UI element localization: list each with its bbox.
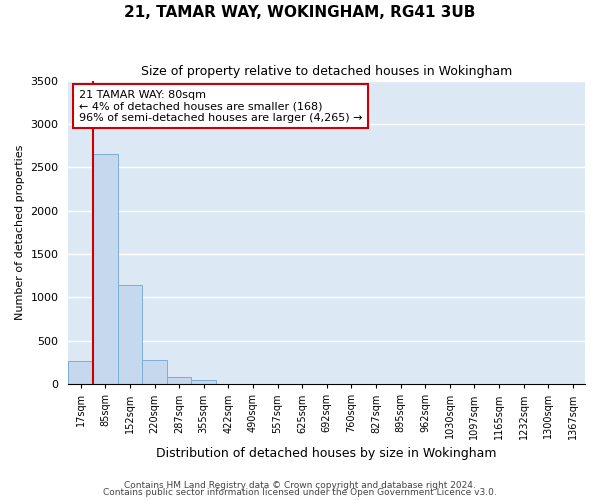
Bar [191,380,216,384]
Text: Contains public sector information licensed under the Open Government Licence v3: Contains public sector information licen… [103,488,497,497]
Title: Size of property relative to detached houses in Wokingham: Size of property relative to detached ho… [141,65,512,78]
Bar [68,360,93,384]
Text: Contains HM Land Registry data © Crown copyright and database right 2024.: Contains HM Land Registry data © Crown c… [124,480,476,490]
Bar [167,377,191,384]
Bar [118,286,142,384]
X-axis label: Distribution of detached houses by size in Wokingham: Distribution of detached houses by size … [157,447,497,460]
Text: 21 TAMAR WAY: 80sqm
← 4% of detached houses are smaller (168)
96% of semi-detach: 21 TAMAR WAY: 80sqm ← 4% of detached hou… [79,90,362,123]
Bar [142,360,167,384]
Y-axis label: Number of detached properties: Number of detached properties [15,144,25,320]
Text: 21, TAMAR WAY, WOKINGHAM, RG41 3UB: 21, TAMAR WAY, WOKINGHAM, RG41 3UB [124,5,476,20]
Bar [93,154,118,384]
